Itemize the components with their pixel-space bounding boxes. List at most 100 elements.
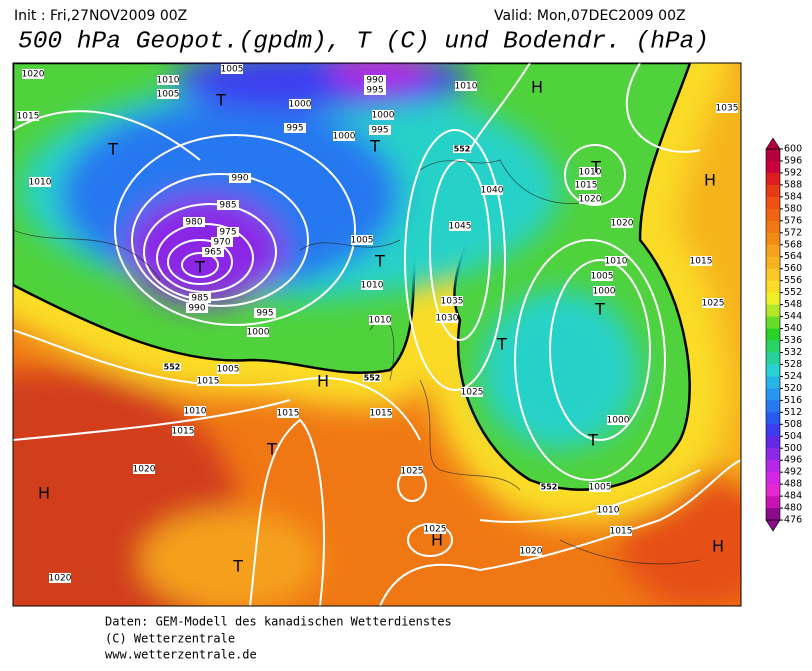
cold-area [170, 63, 470, 110]
pressure-system: T [594, 300, 605, 319]
isobar-label-box [481, 185, 503, 195]
isobar-label-box [254, 308, 276, 318]
colorbar: 6005965925885845805765725685645605565525… [765, 137, 802, 532]
isobar-label: 1010 [579, 168, 602, 178]
isobar-label-box [597, 505, 619, 515]
isobar-label: 1015 [197, 377, 220, 387]
isobar-label-box [370, 408, 392, 418]
isobar-label: 1005 [217, 365, 240, 375]
colorbar-band [766, 484, 780, 497]
init-time: Init : Fri,27NOV2009 00Z [14, 8, 187, 24]
isobar-label: 1025 [401, 467, 424, 477]
isobar-label-box [247, 327, 269, 337]
isobar-label: 995 [286, 124, 303, 134]
isobar-label-box [702, 298, 724, 308]
isobar-label-box [133, 464, 155, 474]
colorbar-frame [765, 148, 781, 521]
isobar-label: 985 [191, 294, 208, 304]
colorbar-band [766, 436, 780, 449]
isobar-label: 995 [256, 309, 273, 319]
colorbar-label: 564 [784, 251, 802, 262]
contour-label-box [453, 145, 471, 153]
isobar-label-box [611, 218, 633, 228]
isobar-label-box [520, 546, 542, 556]
isobar-label-box [716, 103, 738, 113]
pressure-system: H [712, 537, 724, 556]
isobar-label-box [157, 89, 179, 99]
colorbar-label: 576 [784, 215, 802, 226]
contour-label-box [363, 374, 381, 382]
isobar-label: 1020 [579, 195, 602, 205]
isobar-label: 1025 [461, 388, 484, 398]
isobar-label: 1045 [449, 222, 472, 232]
colorbar-band [766, 328, 780, 341]
isobar-label: 1035 [441, 297, 464, 307]
isobar-label-box [217, 200, 239, 210]
isobar-label: 1020 [611, 219, 634, 229]
isobar-label: 995 [366, 86, 383, 96]
colorbar-band [766, 232, 780, 246]
isobar-label-box [364, 85, 386, 95]
isobar-label: 1015 [575, 181, 598, 191]
isobar-label-box [217, 227, 239, 237]
colorbar-label: 520 [784, 383, 802, 394]
contour-label-box [540, 483, 558, 491]
isobar-label-box [610, 526, 632, 536]
isobar [564, 144, 626, 206]
isobar-label-box [172, 426, 194, 436]
colorbar-label: 588 [784, 179, 802, 190]
isobar-label: 980 [185, 218, 202, 228]
footer-copyright: (C) Wetterzentrale [105, 632, 235, 646]
contour-label: 552 [164, 363, 181, 372]
isobar-label: 995 [371, 126, 388, 136]
colorbar-label: 532 [784, 347, 802, 358]
isobar-label: 965 [204, 248, 221, 258]
colorbar-label: 600 [784, 144, 802, 155]
colorbar-label: 488 [784, 479, 802, 490]
colorbar-band [766, 412, 780, 425]
colorbar-label: 496 [784, 455, 802, 466]
colorbar-label: 504 [784, 431, 802, 442]
colorbar-band [766, 149, 780, 162]
isobar-label-box [351, 235, 373, 245]
pressure-system: H [431, 531, 443, 550]
colorbar-label: 592 [784, 167, 802, 178]
isobar-label-box [424, 524, 446, 534]
isobar-label: 1000 [289, 100, 312, 110]
pressure-system: H [317, 372, 329, 391]
colorbar-band [766, 280, 780, 293]
isobar-label: 1000 [247, 328, 270, 338]
colorbar-band [766, 184, 780, 198]
isobar-label-box [197, 376, 219, 386]
isobar-label-box [593, 286, 615, 296]
isobar-label-box [461, 387, 483, 397]
isobar-label: 1010 [29, 178, 52, 188]
colorbar-label: 568 [784, 239, 802, 250]
pressure-system: T [369, 137, 380, 156]
footer-source: Daten: GEM-Modell des kanadischen Wetter… [105, 615, 452, 629]
colorbar-label: 528 [784, 359, 802, 370]
isobar-label: 985 [219, 201, 236, 211]
isobar-label: 1025 [424, 525, 447, 535]
colorbar-label: 540 [784, 323, 802, 334]
pressure-system: T [232, 557, 243, 576]
isobar-label: 1005 [221, 65, 244, 75]
colorbar-band [766, 208, 780, 222]
colorbar-label: 556 [784, 275, 802, 286]
isobar-label: 990 [366, 76, 383, 86]
isobar-label: 970 [213, 238, 230, 248]
colorbar-label: 596 [784, 155, 802, 166]
isobar-label: 1000 [333, 132, 356, 142]
isobar-label: 1010 [361, 281, 384, 291]
isobar [181, 252, 219, 278]
isobar-label: 1015 [370, 409, 393, 419]
isobar-label-box [364, 75, 386, 85]
pressure-system: T [215, 91, 226, 110]
colorbar-band [766, 316, 780, 329]
colorbar-label: 544 [784, 311, 802, 322]
map-title: 500 hPa Geopot.(gpdm), T (C) und Bodendr… [18, 28, 709, 55]
colorbar-label: 548 [784, 299, 802, 310]
isobar-label-box [157, 75, 179, 85]
isobar-label: 1005 [591, 272, 614, 282]
